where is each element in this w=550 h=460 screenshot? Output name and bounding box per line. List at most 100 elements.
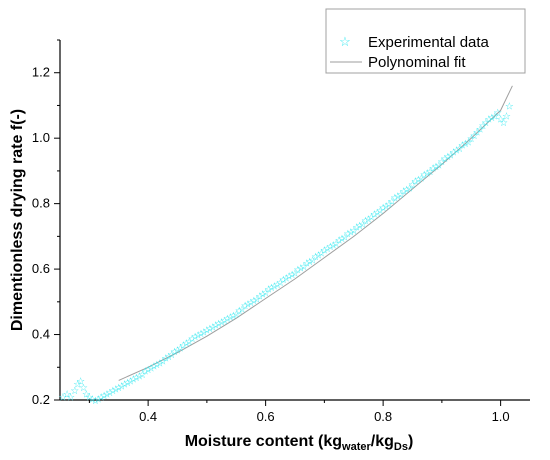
data-point: ☆ <box>434 160 443 171</box>
data-point: ☆ <box>335 236 344 247</box>
data-point: ☆ <box>85 393 94 404</box>
x-tick-label: 0.4 <box>139 409 157 424</box>
data-point: ☆ <box>103 390 112 401</box>
data-point: ☆ <box>129 375 138 386</box>
data-point: ☆ <box>94 394 103 405</box>
data-point: ☆ <box>426 167 435 178</box>
data-point: ☆ <box>323 244 332 255</box>
y-tick-label: 0.6 <box>32 261 50 276</box>
fit-layer <box>118 85 513 381</box>
data-point: ☆ <box>496 115 505 126</box>
x-axis-title: Moisture content (kgwater/kgDs) <box>185 433 414 453</box>
data-point: ☆ <box>361 216 370 227</box>
legend: ☆ Experimental data Polynominal fit <box>325 8 526 74</box>
data-point: ☆ <box>484 115 493 126</box>
data-point: ☆ <box>355 221 364 232</box>
data-point: ☆ <box>288 270 297 281</box>
data-point: ☆ <box>114 383 123 394</box>
data-point: ☆ <box>155 358 164 369</box>
data-point: ☆ <box>246 298 255 309</box>
data-point: ☆ <box>376 206 385 217</box>
data-point: ☆ <box>299 262 308 273</box>
data-point: ☆ <box>437 157 446 168</box>
data-point: ☆ <box>202 326 211 337</box>
points-layer: ☆☆☆☆☆☆☆☆☆☆☆☆☆☆☆☆☆☆☆☆☆☆☆☆☆☆☆☆☆☆☆☆☆☆☆☆☆☆☆☆… <box>58 102 513 408</box>
data-point: ☆ <box>264 285 273 296</box>
data-point: ☆ <box>258 290 267 301</box>
data-point: ☆ <box>291 268 300 279</box>
data-point: ☆ <box>79 383 88 394</box>
data-point: ☆ <box>232 309 241 320</box>
data-point: ☆ <box>476 124 485 135</box>
data-point: ☆ <box>490 111 499 122</box>
data-point: ☆ <box>346 228 355 239</box>
data-point: ☆ <box>135 372 144 383</box>
data-point: ☆ <box>285 272 294 283</box>
y-tick-label: 0.4 <box>32 327 50 342</box>
data-point: ☆ <box>308 255 317 266</box>
data-point: ☆ <box>238 304 247 315</box>
data-point: ☆ <box>108 386 117 397</box>
data-point: ☆ <box>343 229 352 240</box>
x-tick-label: 1.0 <box>492 409 510 424</box>
data-point: ☆ <box>417 174 426 185</box>
data-point: ☆ <box>105 388 114 399</box>
data-point: ☆ <box>470 131 479 142</box>
data-point: ☆ <box>144 365 153 376</box>
data-point: ☆ <box>408 180 417 191</box>
data-point: ☆ <box>452 146 461 157</box>
data-point: ☆ <box>214 319 223 330</box>
x-axis-title-end: ) <box>408 433 413 450</box>
data-point: ☆ <box>252 295 261 306</box>
data-point: ☆ <box>487 113 496 124</box>
data-point: ☆ <box>161 354 170 365</box>
data-point: ☆ <box>317 249 326 260</box>
data-point: ☆ <box>481 118 490 129</box>
y-tick-label: 1.0 <box>32 130 50 145</box>
data-point: ☆ <box>208 322 217 333</box>
data-point: ☆ <box>293 265 302 276</box>
data-point: ☆ <box>429 164 438 175</box>
data-point: ☆ <box>370 210 379 221</box>
data-point: ☆ <box>147 363 156 374</box>
data-point: ☆ <box>464 138 473 149</box>
data-point: ☆ <box>423 169 432 180</box>
data-point: ☆ <box>446 151 455 162</box>
data-point: ☆ <box>364 214 373 225</box>
data-point: ☆ <box>505 102 514 113</box>
data-point: ☆ <box>82 390 91 401</box>
data-point: ☆ <box>396 190 405 201</box>
data-point: ☆ <box>91 396 100 407</box>
legend-label-experimental: Experimental data <box>368 34 490 51</box>
x-axis-title-mid: /kg <box>371 433 394 450</box>
data-point: ☆ <box>164 352 173 363</box>
data-point: ☆ <box>132 373 141 384</box>
data-point: ☆ <box>399 187 408 198</box>
data-point: ☆ <box>461 139 470 150</box>
data-point: ☆ <box>223 314 232 325</box>
ticks: 0.4 0.6 0.8 1.0 0.2 0.4 0.6 0.8 1.0 1.2 <box>32 39 510 424</box>
data-point: ☆ <box>499 118 508 129</box>
data-point: ☆ <box>63 390 72 401</box>
data-point: ☆ <box>367 213 376 224</box>
data-point: ☆ <box>100 391 109 402</box>
x-axis-title-main: Moisture content (kg <box>185 433 342 450</box>
data-point: ☆ <box>332 239 341 250</box>
data-point: ☆ <box>255 291 264 302</box>
data-point: ☆ <box>340 232 349 243</box>
data-point: ☆ <box>185 337 194 348</box>
data-point: ☆ <box>279 275 288 286</box>
data-point: ☆ <box>97 393 106 404</box>
data-point: ☆ <box>479 121 488 132</box>
data-point: ☆ <box>305 257 314 268</box>
data-point: ☆ <box>455 144 464 155</box>
fit-line <box>118 85 513 381</box>
data-point: ☆ <box>440 154 449 165</box>
data-point: ☆ <box>117 381 126 392</box>
data-point: ☆ <box>405 183 414 194</box>
x-tick-label: 0.6 <box>257 409 275 424</box>
data-point: ☆ <box>443 152 452 163</box>
data-point: ☆ <box>66 393 75 404</box>
data-point: ☆ <box>402 185 411 196</box>
data-point: ☆ <box>167 350 176 361</box>
